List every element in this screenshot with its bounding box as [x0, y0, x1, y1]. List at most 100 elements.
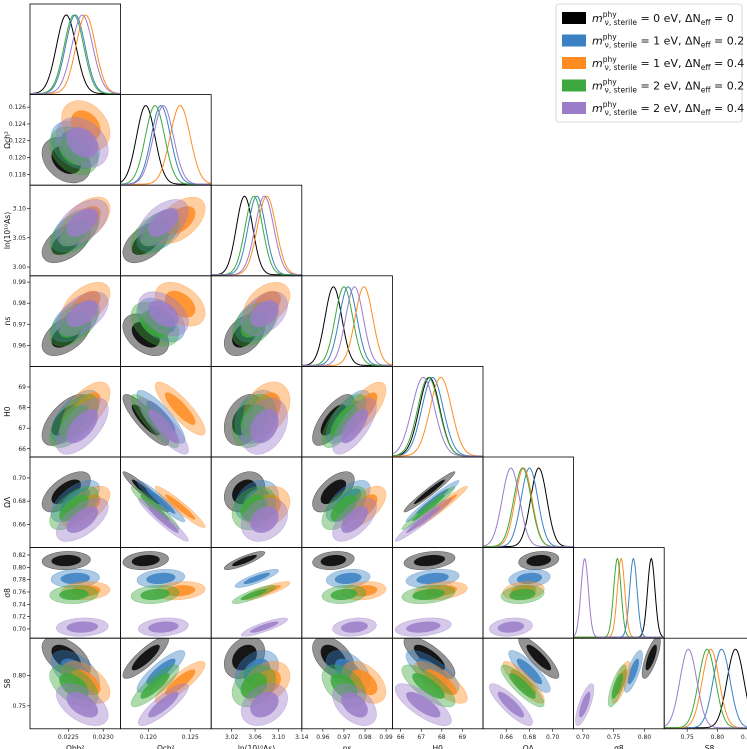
contour-68-series-3: [140, 673, 170, 699]
panel-content: [664, 648, 747, 729]
panel-content: [30, 14, 121, 95]
panel-content: [122, 196, 206, 264]
panel-logA-vs-OmegaL: [210, 456, 303, 548]
x-tick-label: 3.06: [248, 734, 262, 741]
panel-content: [483, 467, 574, 548]
panel-H0-vs-sigma8: [391, 547, 484, 639]
marginal-S8-series-4: [664, 648, 747, 729]
panel-logA-vs-sigma8: [210, 547, 303, 639]
y-tick-label: 0.72: [13, 614, 27, 621]
panel-content: [41, 551, 111, 637]
contour-68-series-4: [250, 408, 279, 444]
marginal-omch2-series-2: [120, 105, 212, 185]
panel-content: [223, 381, 291, 455]
y-tick-label: 0.80: [13, 564, 27, 571]
contour-68-series-3: [611, 673, 623, 699]
y-tick-label: 0.124: [9, 121, 26, 128]
contour-68-series-3: [59, 673, 89, 699]
x-tick-label: 69: [459, 734, 467, 741]
contour-68-series-2: [424, 669, 458, 696]
x-tick-label: 66: [397, 734, 405, 741]
x-tick-label: 0.68: [523, 734, 537, 741]
contour-68-series-0: [320, 404, 347, 436]
contour-68-series-2: [70, 669, 101, 696]
marginal-ns-series-3: [301, 286, 393, 366]
contour-68-series-4: [66, 506, 99, 533]
x-tick-label: 0.80: [638, 734, 652, 741]
panel-omch2-vs-ns: [120, 275, 212, 367]
contour-68-series-1: [146, 658, 176, 685]
contour-68-series-3: [240, 673, 268, 699]
contour-68-series-1: [146, 488, 176, 514]
contour-68-series-1: [60, 572, 91, 585]
x-tick-label: 0.0230: [93, 734, 114, 741]
y-tick-label: 0.126: [9, 104, 26, 111]
panel-OmegaL-vs-S8: 0.66 0.68 0.70 ΩΛ: [482, 637, 574, 749]
x-tick-label: 0.0225: [58, 734, 79, 741]
x-tick-label: 67: [417, 734, 425, 741]
y-tick-label: 0.80: [13, 673, 27, 680]
panel-content: [41, 282, 111, 356]
marginal-omch2-series-4: [120, 105, 212, 185]
contour-68-series-1: [516, 658, 543, 685]
legend-entry-3: mphy ν, sterile = 2 eV, ΔNeff = 0.2: [562, 78, 744, 95]
y-axis-label-OmegaL: ΩΛ: [3, 496, 12, 508]
marginal-logA-series-3: [211, 195, 302, 276]
x-axis-label-ombh2: Ωbh²: [66, 744, 84, 749]
panel-omch2-vs-logA: [120, 184, 212, 277]
marginal-ns-series-4: [301, 286, 393, 366]
contour-68-series-1: [627, 658, 639, 685]
y-tick-label: 0.99: [13, 279, 27, 286]
contour-68-series-4: [66, 127, 99, 158]
contour-68-series-0: [645, 644, 657, 671]
contour-68-series-4: [148, 691, 179, 718]
panel-logA-vs-H0: [210, 365, 303, 458]
contour-68-series-3: [330, 588, 358, 601]
contour-68-series-0: [413, 644, 446, 671]
marginal-ombh2-series-4: [30, 14, 121, 95]
panel-omch2: [120, 94, 212, 186]
panel-content: [122, 282, 206, 356]
y-tick-label: 0.66: [13, 521, 27, 528]
y-axis-label-sigma8: σ8: [3, 588, 12, 598]
y-tick-label: 67: [18, 425, 26, 432]
panel-content: [211, 195, 302, 276]
y-axis-label-omch2: Ωch²: [3, 131, 12, 149]
y-axis-label-H0: H0: [3, 406, 12, 417]
panel-content: [312, 471, 387, 542]
panel-content: [394, 471, 468, 542]
contour-68-series-1: [416, 572, 449, 585]
contour-68-series-3: [509, 673, 536, 699]
y-axis-label-S8: S8: [3, 679, 12, 689]
y-tick-label: 0.70: [13, 626, 27, 633]
panel-sigma8-vs-S8: 0.70 0.75 0.80 σ8: [573, 637, 665, 749]
x-tick-label: 3.02: [225, 734, 239, 741]
legend-entry-4: mphy ν, sterile = 2 eV, ΔNeff = 0.4: [562, 100, 744, 117]
panel-content: [488, 638, 560, 726]
contour-68-series-1: [334, 572, 362, 585]
y-tick-label: 0.97: [13, 321, 27, 328]
panel-omch2-vs-S8: 0.120 0.125 Ωch²: [120, 637, 212, 749]
x-axis-label-ns: ns: [343, 744, 352, 749]
contour-68-series-0: [51, 554, 82, 567]
x-tick-label: 0.75: [607, 734, 621, 741]
x-axis-label-OmegaL: ΩΛ: [523, 744, 535, 749]
marginal-logA-series-4: [211, 195, 302, 276]
contour-68-series-4: [250, 621, 279, 633]
x-tick-label: 0.85: [741, 734, 747, 741]
contour-68-series-4: [497, 621, 525, 633]
panel-ns-vs-S8: 0.96 0.97 0.98 0.99 ns: [301, 637, 393, 749]
panel-content: [41, 196, 111, 264]
legend-entry-2: mphy ν, sterile = 1 eV, ΔNeff = 0.4: [562, 55, 744, 72]
legend-swatch: [562, 102, 586, 114]
x-tick-label: 0.75: [680, 734, 694, 741]
marginal-sigma8-series-4: [573, 557, 665, 638]
contour-68-series-2: [164, 392, 196, 425]
panel-content: [223, 471, 291, 542]
contour-68-series-0: [320, 554, 347, 567]
contour-68-series-4: [250, 300, 279, 328]
marginal-logA-series-1: [211, 195, 302, 276]
contour-68-series-4: [148, 506, 179, 533]
x-tick-label: 68: [438, 734, 446, 741]
x-tick-label: 0.125: [182, 734, 199, 741]
